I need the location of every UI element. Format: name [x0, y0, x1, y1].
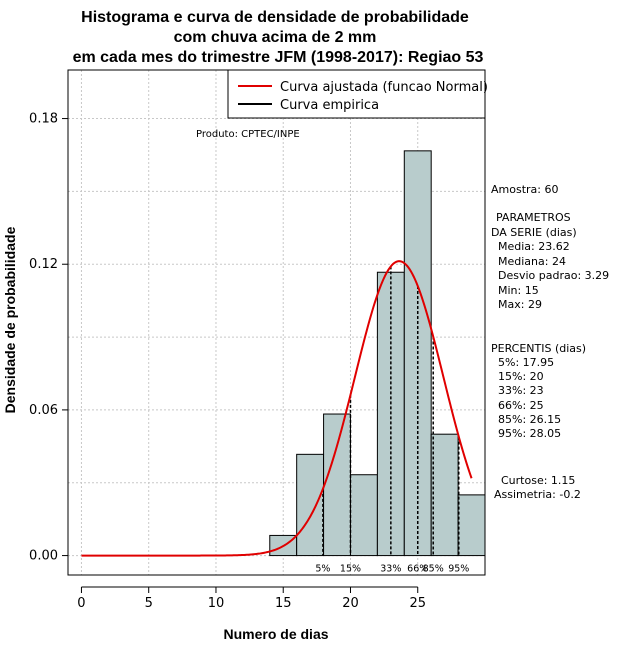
percentile-lines [322, 266, 460, 556]
y-axis-label: Densidade de probabilidade [2, 226, 18, 413]
histogram-bar-2 [323, 413, 351, 557]
param-media: Media: 23.62 [498, 240, 570, 253]
y-tick-label-3: 0.18 [29, 112, 58, 127]
y-tick-label-2: 0.12 [29, 257, 58, 272]
param-desvio: Desvio padrao: 3.29 [498, 269, 609, 282]
product-label: Produto: CPTEC/INPE [196, 129, 300, 140]
histogram-bar-3 [349, 474, 378, 557]
percentil-5: 5%: 17.95 [498, 356, 554, 369]
x-tick-label-4: 20 [342, 596, 359, 611]
y-tick-label-1: 0.06 [29, 403, 58, 418]
x-tick-label-3: 15 [275, 596, 292, 611]
percentil-15: 15%: 20 [498, 370, 544, 383]
x-tick-label-5: 25 [409, 596, 426, 611]
legend-label-empirical: Curva empirica [280, 98, 379, 113]
chart-title-line-3: em cada mes do trimestre JFM (1998-2017)… [73, 49, 484, 66]
y-axis: 0.00 0.06 0.12 0.18 [29, 112, 68, 564]
chart-title-line-1: Histograma e curva de densidade de proba… [81, 9, 469, 26]
assimetria: Assimetria: -0.2 [494, 488, 581, 501]
percentil-85: 85%: 26.15 [498, 413, 561, 426]
histogram-bars [269, 150, 486, 557]
params-header-2: DA SERIE (dias) [491, 226, 577, 239]
percentile-label-2: 33% [380, 564, 401, 575]
legend: Curva ajustada (funcao Normal) Curva emp… [227, 69, 488, 119]
x-axis-label: Numero de dias [223, 626, 328, 642]
percentile-label-0: 5% [315, 564, 330, 575]
normal-fit-curve [81, 260, 473, 557]
histogram-bar-6 [430, 433, 459, 557]
percentil-95: 95%: 28.05 [498, 427, 561, 440]
x-axis: 0 5 10 15 20 25 [77, 586, 426, 611]
x-tick-label-1: 5 [145, 596, 153, 611]
percentile-label-1: 15% [340, 564, 361, 575]
params-header-1: PARAMETROS [496, 211, 571, 224]
sample-size: Amostra: 60 [491, 183, 558, 196]
side-panel: Amostra: 60 PARAMETROS DA SERIE (dias) M… [491, 183, 609, 501]
y-tick-label-0: 0.00 [29, 549, 58, 564]
percentil-66: 66%: 25 [498, 399, 544, 412]
legend-label-fit: Curva ajustada (funcao Normal) [280, 80, 488, 95]
histogram-bar-1 [296, 453, 325, 557]
percentil-33: 33%: 23 [498, 384, 544, 397]
percentile-label-4: 85% [423, 564, 444, 575]
percentile-label-5: 95% [448, 564, 469, 575]
param-min: Min: 15 [498, 284, 539, 297]
x-tick-label-0: 0 [77, 596, 85, 611]
histogram-bar-7 [457, 494, 486, 557]
param-max: Max: 29 [498, 298, 542, 311]
legend-box [227, 69, 486, 119]
percentis-header: PERCENTIS (dias) [491, 342, 586, 355]
x-tick-label-2: 10 [208, 596, 225, 611]
percentile-labels: 5% 15% 33% 66%85% 95% [315, 564, 469, 575]
percentile-label-3: 66% [407, 564, 428, 575]
chart-title-line-2: com chuva acima de 2 mm [174, 29, 377, 46]
curtose: Curtose: 1.15 [501, 474, 575, 487]
param-mediana: Mediana: 24 [498, 255, 566, 268]
